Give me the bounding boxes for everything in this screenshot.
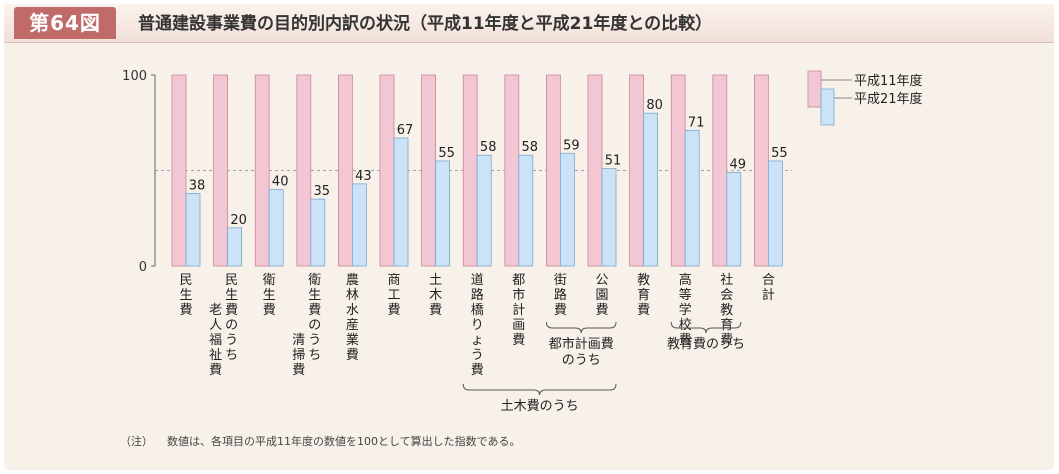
- bar-series1: [670, 74, 686, 267]
- bar-series2: [393, 137, 409, 267]
- x-category-label: 老人福祉費: [209, 303, 222, 378]
- x-category-label: 衛生費のうち: [308, 273, 321, 363]
- bar-series2: [268, 189, 284, 267]
- bar-series1: [296, 74, 312, 267]
- x-category-label: 都市計画費: [512, 273, 525, 348]
- data-label: 38: [189, 178, 206, 193]
- bar-series2: [560, 152, 575, 267]
- data-label: 43: [355, 169, 372, 184]
- bar-series1: [213, 74, 229, 267]
- bar-series1: [504, 74, 520, 267]
- data-label: 80: [646, 98, 663, 113]
- bar-series2: [684, 129, 700, 267]
- x-category-label: 民生費: [179, 273, 192, 318]
- legend-swatch-series1: [807, 70, 822, 108]
- group-brace: [670, 321, 742, 334]
- x-category-label: 衛生費: [263, 273, 276, 318]
- group-brace: [462, 383, 617, 396]
- bar-series1: [337, 74, 353, 267]
- x-category-label: 商工費: [387, 273, 400, 318]
- bar-series2: [726, 172, 742, 267]
- chart-title: 普通建設事業費の目的別内訳の状況（平成11年度と平成21年度との比較）: [138, 14, 713, 34]
- footnote-prefix: （注）: [120, 435, 153, 448]
- figure-number-badge: 第64図: [14, 7, 116, 39]
- data-label: 35: [314, 184, 331, 199]
- data-label: 58: [522, 140, 539, 155]
- x-category-label: 清掃費: [292, 333, 305, 378]
- bar-series1: [462, 74, 478, 267]
- group-brace: [545, 321, 617, 334]
- data-label: 49: [730, 157, 747, 172]
- x-category-label: 街路費: [554, 273, 567, 318]
- bar-series1: [546, 74, 561, 267]
- bar-series2: [768, 160, 783, 267]
- bar-series1: [712, 74, 728, 267]
- data-label: 55: [438, 146, 455, 161]
- bar-series1: [587, 74, 603, 267]
- group-label: 教育費のうち: [667, 336, 745, 352]
- y-tick-label: 0: [139, 260, 147, 275]
- bar-series2: [435, 160, 451, 267]
- x-category-label: 農林水産業費: [346, 273, 359, 363]
- bar-series2: [310, 198, 326, 267]
- group-label: 土木費のうち: [501, 399, 579, 414]
- x-category-label: 社会教育費: [720, 272, 733, 348]
- data-label: 71: [688, 115, 705, 130]
- data-label: 20: [230, 213, 247, 228]
- bar-series2: [351, 183, 367, 267]
- bar-series1: [379, 74, 395, 267]
- x-category-label: 公園費: [595, 273, 608, 318]
- x-category-label: 民生費のうち: [225, 273, 238, 363]
- data-label: 51: [605, 154, 622, 169]
- y-tick-label: 100: [122, 69, 147, 84]
- data-label: 59: [563, 138, 580, 153]
- data-label: 40: [272, 175, 289, 190]
- bar-series2: [518, 154, 534, 267]
- x-category-label: 合計: [762, 273, 775, 303]
- bar-series2: [476, 154, 492, 267]
- bar-series1: [754, 74, 769, 267]
- footnote: （注） 数値は、各項目の平成11年度の数値を100として算出した指数である。: [120, 433, 535, 449]
- bar-series2: [643, 112, 658, 267]
- bar-series1: [421, 74, 437, 267]
- bar-series1: [171, 74, 187, 267]
- x-category-label: 土木費: [429, 273, 442, 318]
- data-label: 58: [480, 140, 497, 155]
- figure-header: [4, 4, 1054, 43]
- legend-label-series1: 平成11年度: [854, 73, 923, 89]
- legend-label-series2: 平成21年度: [854, 91, 923, 107]
- x-category-label: 高等学校費: [679, 272, 692, 348]
- bar-series1: [254, 74, 270, 267]
- bar-series2: [227, 227, 243, 267]
- legend-swatch-series2: [820, 88, 835, 126]
- x-category-label: 教育費: [637, 272, 650, 318]
- data-label: 67: [397, 123, 414, 138]
- bar-series1: [629, 74, 644, 267]
- group-label: 都市計画費: [549, 336, 614, 352]
- bar-series2: [185, 193, 201, 267]
- bar-series2: [601, 168, 617, 267]
- data-label: 55: [771, 146, 788, 161]
- x-category-label: 道路橋りょう費: [471, 273, 484, 378]
- group-label-line2: のうち: [562, 353, 601, 368]
- footnote-text: 数値は、各項目の平成11年度の数値を100として算出した指数である。: [167, 435, 521, 448]
